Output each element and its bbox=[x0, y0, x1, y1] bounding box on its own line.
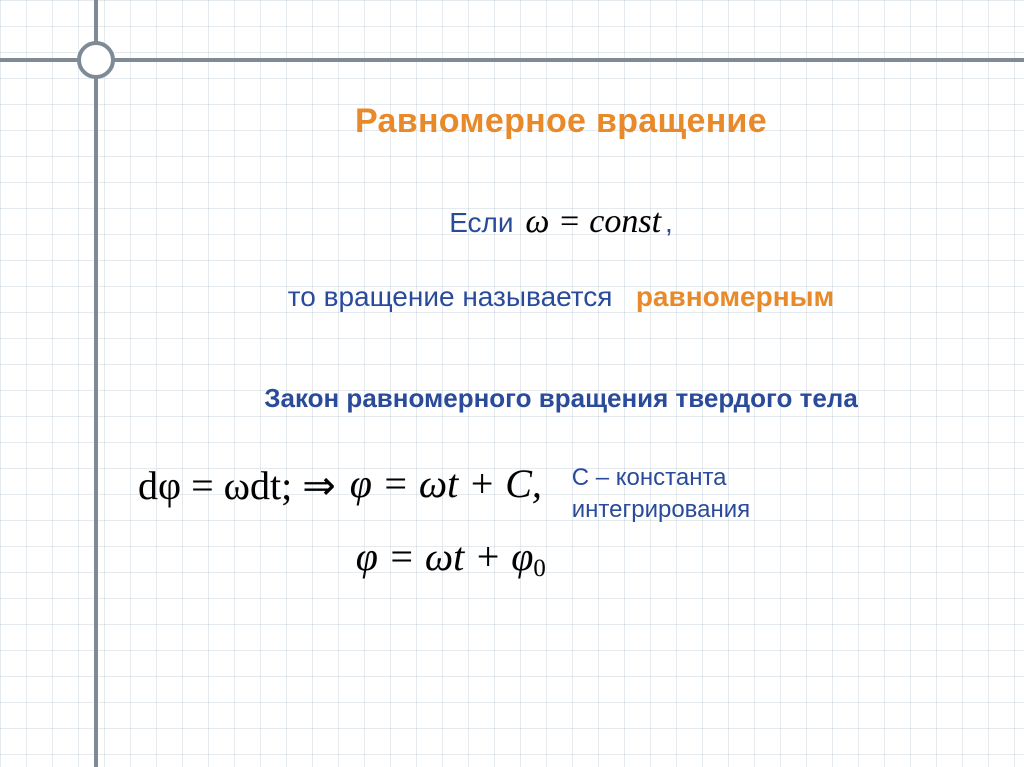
eq-bot-main: φ = ωt + φ bbox=[356, 534, 534, 579]
eq-left-text: dφ = ωdt; ⇒ bbox=[138, 463, 336, 508]
constant-note: С – константа интегрирования bbox=[560, 460, 750, 527]
condition-suffix: , bbox=[665, 207, 673, 238]
condition-formula: ω = const bbox=[521, 203, 665, 240]
eq-bot-sub: 0 bbox=[533, 555, 545, 582]
equation-with-constant: φ = ωt + C, bbox=[350, 460, 546, 507]
frame-horizontal-bar bbox=[0, 58, 1024, 62]
equation-results-stack: φ = ωt + C, φ = ωt + φ0 bbox=[350, 460, 546, 583]
law-title: Закон равномерного вращения твердого тел… bbox=[128, 383, 994, 414]
constant-note-line2: интегрирования bbox=[572, 494, 750, 526]
equation-differential: dφ = ωdt; ⇒ bbox=[138, 460, 336, 509]
slide-content: Равномерное вращение Если ω = const, то … bbox=[98, 62, 1024, 767]
frame-vertical-bar bbox=[94, 0, 98, 767]
definition-highlight: равномерным bbox=[636, 281, 834, 312]
equation-with-phi0: φ = ωt + φ0 bbox=[350, 533, 546, 583]
condition-prefix: Если bbox=[449, 207, 513, 238]
definition-prefix: то вращение называется bbox=[288, 281, 613, 312]
slide-title: Равномерное вращение bbox=[128, 102, 994, 141]
definition-line: то вращение называется равномерным bbox=[128, 281, 994, 313]
condition-line: Если ω = const, bbox=[128, 203, 994, 241]
equations-row: dφ = ωdt; ⇒ φ = ωt + C, φ = ωt + φ0 С – … bbox=[128, 460, 994, 583]
constant-note-line1: С – константа bbox=[572, 462, 750, 494]
frame-corner-circle bbox=[77, 41, 115, 79]
